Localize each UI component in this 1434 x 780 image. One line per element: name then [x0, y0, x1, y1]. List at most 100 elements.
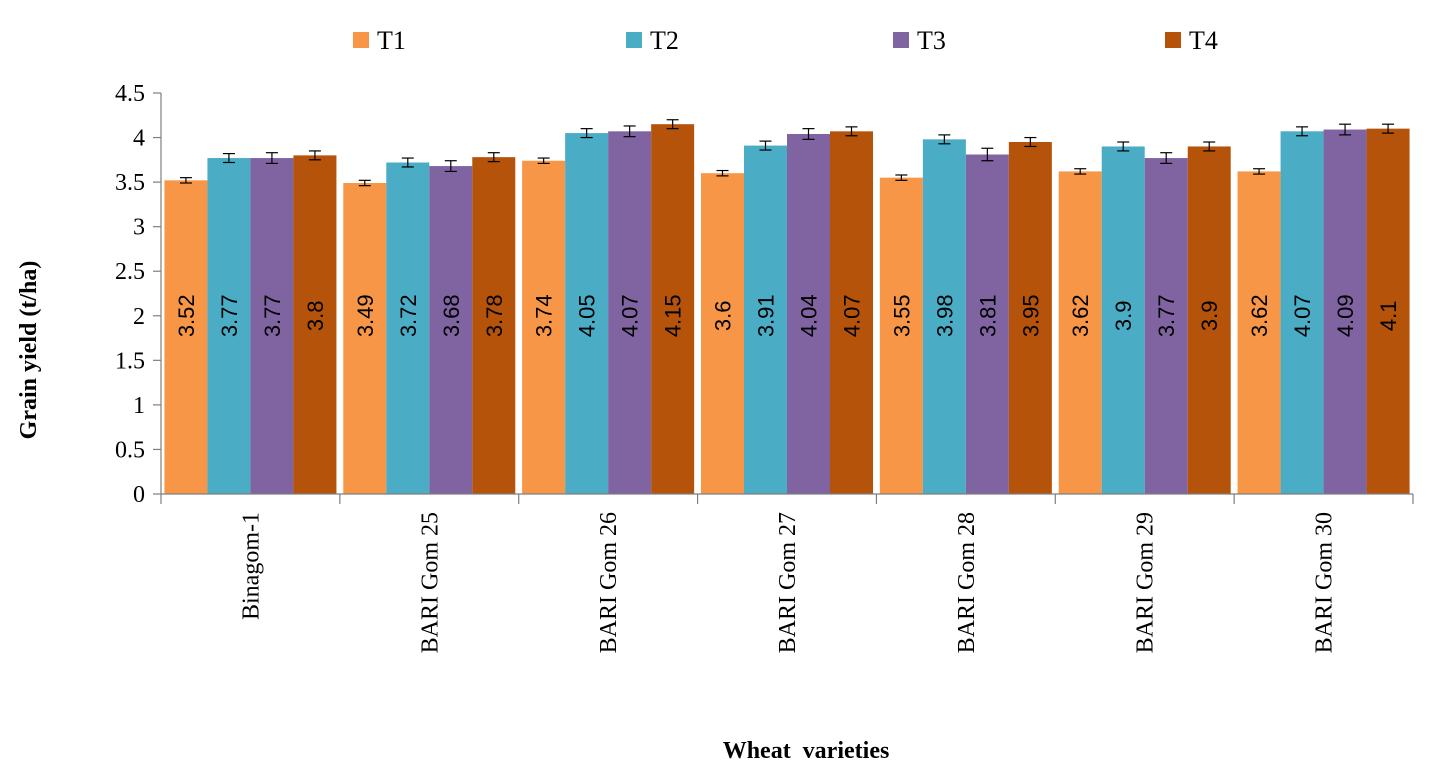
data-label-t2-4: 3.98 — [932, 294, 957, 337]
bar-t1-2 — [522, 160, 566, 495]
data-label-t3-4: 3.81 — [975, 294, 1000, 337]
legend-item-t3: T3 — [893, 26, 946, 55]
bar-t4-3 — [830, 131, 873, 494]
bar-t4-5 — [1187, 146, 1231, 494]
bar-t3-5 — [1144, 158, 1188, 494]
bar-t2-2 — [565, 133, 609, 494]
error-bar-t2-6 — [1296, 126, 1309, 137]
legend-label: T1 — [377, 26, 406, 55]
error-bar-t4-0 — [308, 150, 321, 161]
x-category-label: BARI Gom 25 — [417, 512, 443, 653]
error-bar-t4-2 — [666, 119, 679, 130]
data-label-t3-2: 4.07 — [618, 294, 643, 337]
data-labels-layer: 3.52 3.49 3.74 3.6 3.55 3.62 3.62 3.77 3.72 4.05 3… — [174, 294, 1401, 337]
data-label-t3-6: 4.09 — [1333, 294, 1358, 337]
y-tick-label: 3.5 — [115, 170, 145, 196]
data-label-t4-6: 4.1 — [1376, 300, 1401, 331]
y-tick-label: 2 — [133, 304, 145, 330]
y-axis-title: Grain yield (t/ha) — [16, 261, 42, 440]
data-label-t1-6: 3.62 — [1247, 294, 1272, 337]
data-label-t2-6: 4.07 — [1290, 294, 1315, 337]
y-tick-label: 2.5 — [115, 259, 145, 285]
data-label-t2-1: 3.72 — [396, 294, 421, 337]
data-label-t4-4: 3.95 — [1018, 294, 1043, 337]
bar-t1-3 — [701, 173, 744, 494]
legend-item-t4: T4 — [1165, 26, 1218, 55]
error-bar-t4-1 — [487, 152, 500, 163]
legend-item-t1: T1 — [353, 26, 406, 55]
data-label-t1-4: 3.55 — [889, 294, 914, 337]
error-bar-t3-5 — [1160, 152, 1173, 164]
error-bar-t1-2 — [537, 157, 550, 164]
y-tick-label: 0.5 — [115, 437, 145, 463]
y-tick-label: 4.5 — [115, 81, 145, 107]
error-bar-t4-4 — [1024, 136, 1037, 148]
x-category-label: BARI Gom 28 — [954, 512, 980, 653]
data-label-t3-5: 3.77 — [1154, 294, 1179, 337]
error-bar-t2-3 — [759, 140, 772, 151]
data-label-t1-3: 3.6 — [711, 300, 736, 331]
data-label-t3-1: 3.68 — [439, 294, 464, 337]
y-tick-label: 4 — [133, 126, 145, 152]
data-label-t4-5: 3.9 — [1197, 300, 1222, 331]
legend-item-t2: T2 — [626, 26, 679, 55]
bar-t4-6 — [1366, 128, 1410, 494]
bar-t3-3 — [787, 133, 830, 495]
error-bar-t1-1 — [358, 179, 371, 187]
data-label-t2-5: 3.9 — [1111, 300, 1136, 331]
data-label-t4-1: 3.78 — [482, 294, 507, 337]
legend-label: T3 — [917, 26, 946, 55]
error-bar-t4-3 — [845, 126, 858, 137]
y-tick-label: 0 — [133, 482, 145, 508]
error-bar-t1-0 — [179, 177, 192, 184]
bar-t2-3 — [744, 145, 787, 494]
bar-t1-4 — [879, 177, 923, 494]
data-label-t2-3: 3.91 — [754, 294, 779, 337]
data-label-t1-5: 3.62 — [1068, 294, 1093, 337]
legend-label: T4 — [1189, 26, 1218, 55]
legend-swatch — [626, 32, 642, 48]
bar-t1-1 — [343, 183, 387, 494]
data-label-t3-0: 3.77 — [260, 294, 285, 337]
data-label-t1-0: 3.52 — [174, 294, 199, 337]
data-label-t2-2: 4.05 — [575, 294, 600, 337]
y-tick-label: 3 — [133, 215, 145, 241]
x-category-label: BARI Gom 30 — [1312, 512, 1338, 653]
error-bar-t2-5 — [1117, 141, 1130, 152]
error-bar-t4-6 — [1382, 123, 1395, 134]
x-category-label: BARI Gom 26 — [596, 512, 622, 653]
data-label-t1-2: 3.74 — [532, 294, 557, 337]
y-tick-label: 1 — [133, 393, 145, 419]
error-bar-t4-5 — [1203, 141, 1216, 152]
error-bar-t1-6 — [1253, 168, 1266, 175]
bar-t3-1 — [429, 166, 473, 494]
bars-layer — [164, 124, 1410, 495]
bar-t3-0 — [250, 158, 294, 494]
bar-t2-0 — [207, 158, 251, 494]
error-bar-t2-4 — [938, 134, 951, 145]
bar-t3-2 — [608, 131, 652, 494]
data-label-t4-2: 4.15 — [661, 294, 686, 337]
bar-t1-0 — [164, 180, 208, 494]
x-category-label: BARI Gom 29 — [1133, 512, 1159, 653]
y-tick-label: 1.5 — [115, 348, 145, 374]
bar-t2-1 — [386, 162, 430, 495]
error-bar-t1-5 — [1074, 168, 1087, 175]
data-label-t4-3: 4.07 — [840, 294, 865, 337]
bar-t4-4 — [1008, 142, 1052, 494]
bar-t4-2 — [651, 124, 695, 494]
error-bar-t3-0 — [265, 152, 278, 164]
legend-label: T2 — [650, 26, 679, 55]
bar-t4-0 — [293, 155, 337, 494]
data-label-t3-3: 4.04 — [797, 294, 822, 337]
error-bar-t3-4 — [981, 147, 994, 162]
error-bar-t1-4 — [895, 174, 908, 181]
data-label-t2-0: 3.77 — [217, 294, 242, 337]
data-label-t4-0: 3.8 — [303, 300, 328, 331]
axes-layer: 0 0.5 1 1.5 2 2.5 3 3.5 4 4.5 Binagom-1 BARI Gom 25… — [115, 81, 1414, 653]
bar-t1-5 — [1058, 171, 1102, 494]
error-bar-t2-2 — [580, 128, 593, 139]
legend: T1 T2 T3 T4 — [353, 26, 1218, 55]
error-bar-t2-1 — [401, 157, 414, 168]
